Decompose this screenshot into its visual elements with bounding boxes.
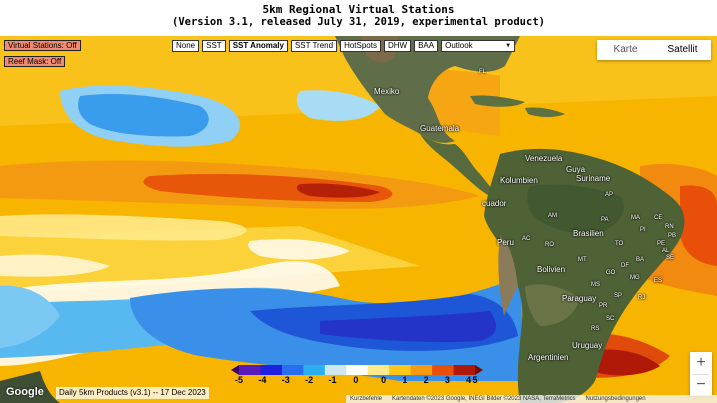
- legend-color-segment: [346, 365, 369, 375]
- legend-color-segment: [260, 365, 283, 375]
- place-label-ecuador: cuador: [482, 199, 507, 208]
- reef-mask-toggle[interactable]: Reef Mask: Off: [4, 56, 66, 67]
- place-label-bolivia: Bolivien: [537, 265, 566, 274]
- state-label: PE: [657, 241, 666, 247]
- page-title: 5km Regional Virtual Stations: [262, 3, 455, 16]
- terms-link[interactable]: Nutzungsbedingungen: [585, 396, 646, 402]
- zoom-out-button[interactable]: −: [696, 376, 706, 393]
- layer-selector: None SST SST Anomaly SST Trend HotSpots …: [172, 40, 516, 52]
- layer-hotspots-button[interactable]: HotSpots: [340, 40, 381, 52]
- state-label: RO: [545, 242, 554, 248]
- layer-sst-trend-button[interactable]: SST Trend: [290, 40, 338, 52]
- google-logo: Google: [6, 386, 44, 398]
- place-label-guyana: Guya: [566, 165, 586, 174]
- state-label: PB: [668, 233, 677, 239]
- page-subtitle: (Version 3.1, released July 31, 2019, ex…: [172, 16, 545, 28]
- state-label: TO: [615, 241, 624, 247]
- legend-color-segment: [453, 365, 476, 375]
- place-label-venezuela: Venezuela: [525, 154, 563, 163]
- outlook-select-label: Outlook: [445, 41, 473, 50]
- legend-color-bar: [231, 365, 483, 375]
- zoom-control: + −: [690, 352, 712, 396]
- state-label: AC: [522, 236, 531, 242]
- state-label: GO: [606, 270, 616, 276]
- state-label: AL: [662, 248, 670, 254]
- state-label: SC: [606, 316, 615, 322]
- map-attribution: Kurzbefehle Kartendaten ©2023 Google, IN…: [346, 395, 717, 403]
- legend-color-segment: [410, 365, 433, 375]
- chevron-down-icon: ▼: [505, 43, 512, 49]
- product-date-label: Daily 5km Products (v3.1) -- 17 Dec 2023: [56, 387, 209, 399]
- zoom-in-button[interactable]: +: [696, 354, 706, 371]
- legend-tick-label: -4: [258, 375, 267, 385]
- legend-color-segment: [303, 365, 326, 375]
- legend-tick-label: -2: [305, 375, 314, 385]
- place-label-paraguay: Paraguay: [562, 294, 597, 303]
- state-label: MA: [631, 215, 640, 221]
- sst-anomaly-layer: [0, 36, 717, 403]
- layer-baa-button[interactable]: BAA: [414, 40, 439, 52]
- state-label: RJ: [638, 295, 646, 301]
- state-label: AP: [605, 192, 614, 198]
- layer-sst-button[interactable]: SST: [202, 40, 226, 52]
- legend-min-arrow: [231, 365, 239, 375]
- legend-color-segment: [367, 365, 390, 375]
- state-label: FL: [479, 69, 487, 75]
- state-label: AM: [548, 213, 557, 219]
- legend-tick-label: 4: [466, 375, 472, 385]
- map-type-map-button[interactable]: Karte: [613, 44, 638, 55]
- legend-color-segment: [281, 365, 304, 375]
- map-type-control: Karte Satellit: [597, 40, 711, 60]
- place-label-argentina: Argentinien: [528, 353, 569, 362]
- outlook-select[interactable]: Outlook ▼: [441, 40, 516, 52]
- state-label: RS: [591, 326, 600, 332]
- state-label: SE: [666, 255, 675, 261]
- state-label: BA: [636, 257, 645, 263]
- legend-color-segment: [432, 365, 455, 375]
- sst-anomaly-map[interactable]: Virtual Stations: Off Reef Mask: Off Non…: [0, 36, 717, 403]
- place-label-brazil: Brasilien: [573, 229, 604, 238]
- place-label-peru: Peru: [497, 238, 514, 247]
- page-header: 5km Regional Virtual Stations (Version 3…: [0, 0, 717, 36]
- layer-sst-anomaly-button[interactable]: SST Anomaly: [228, 40, 288, 52]
- virtual-stations-toggle[interactable]: Virtual Stations: Off: [4, 40, 81, 51]
- legend-tick-labels: -5 -4 -3 -2 -1 0 0 1 2 3 4 5: [231, 375, 483, 387]
- map-data-credit: Kartendaten ©2023 Google, INEGI Bilder ©…: [392, 396, 576, 402]
- place-label-mexico: Mexiko: [374, 87, 400, 96]
- place-label-suriname: Suriname: [576, 174, 611, 183]
- legend-tick-label: -5: [234, 375, 244, 385]
- legend-tick-label: -3: [281, 375, 290, 385]
- layer-none-button[interactable]: None: [172, 40, 200, 52]
- map-type-satellite-button[interactable]: Satellit: [667, 44, 698, 55]
- legend-tick-label: 1: [402, 375, 408, 385]
- place-label-colombia: Kolumbien: [500, 176, 538, 185]
- keyboard-shortcuts-link[interactable]: Kurzbefehle: [350, 396, 383, 402]
- state-label: MS: [591, 282, 600, 288]
- state-label: SP: [614, 293, 623, 299]
- legend-color-segment: [389, 365, 412, 375]
- legend-tick-label: 2: [423, 375, 429, 385]
- legend-tick-label: -1: [328, 375, 337, 385]
- place-label-guatemala: Guatemala: [420, 124, 460, 133]
- state-label: DF: [621, 263, 629, 269]
- legend-tick-label: 3: [444, 375, 450, 385]
- place-label-uruguay: Uruguay: [572, 341, 603, 350]
- state-label: ES: [654, 278, 663, 284]
- state-label: RN: [665, 224, 674, 230]
- zoom-divider: [693, 374, 709, 375]
- state-label: PA: [601, 217, 609, 223]
- legend-color-segment: [239, 365, 261, 375]
- legend-tick-label: 0: [381, 375, 387, 385]
- legend-tick-label: 5: [472, 375, 478, 385]
- legend-tick-label: 0: [353, 375, 359, 385]
- state-label: MG: [630, 275, 640, 281]
- anomaly-color-legend: -5 -4 -3 -2 -1 0 0 1 2 3 4 5: [231, 365, 483, 385]
- legend-max-arrow: [475, 365, 483, 375]
- state-label: PR: [599, 303, 608, 309]
- layer-dhw-button[interactable]: DHW: [383, 40, 412, 52]
- state-label: PI: [640, 227, 646, 233]
- state-label: MT: [578, 257, 587, 263]
- legend-color-segment: [324, 365, 347, 375]
- state-label: CE: [654, 215, 663, 221]
